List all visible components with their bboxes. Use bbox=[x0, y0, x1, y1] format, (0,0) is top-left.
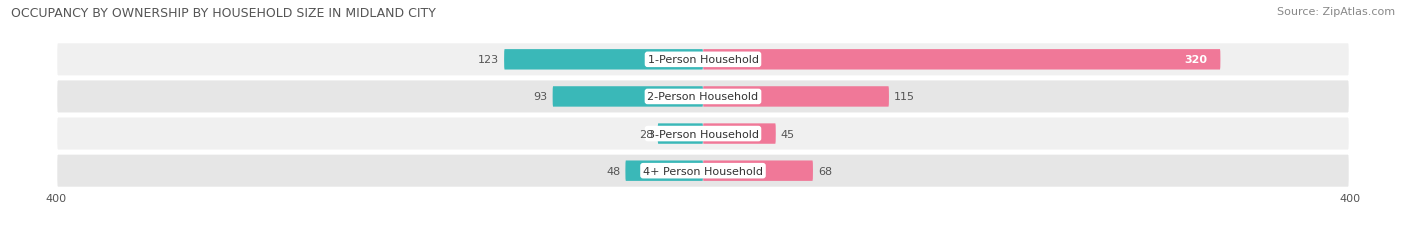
Text: 28: 28 bbox=[638, 129, 652, 139]
FancyBboxPatch shape bbox=[703, 87, 889, 107]
Text: 2-Person Household: 2-Person Household bbox=[647, 92, 759, 102]
Text: 48: 48 bbox=[606, 166, 620, 176]
Text: 93: 93 bbox=[534, 92, 548, 102]
FancyBboxPatch shape bbox=[626, 161, 703, 181]
Text: 68: 68 bbox=[818, 166, 832, 176]
Text: Source: ZipAtlas.com: Source: ZipAtlas.com bbox=[1277, 7, 1395, 17]
Text: OCCUPANCY BY OWNERSHIP BY HOUSEHOLD SIZE IN MIDLAND CITY: OCCUPANCY BY OWNERSHIP BY HOUSEHOLD SIZE… bbox=[11, 7, 436, 20]
FancyBboxPatch shape bbox=[56, 43, 1350, 77]
Text: 115: 115 bbox=[894, 92, 915, 102]
Text: 45: 45 bbox=[780, 129, 794, 139]
FancyBboxPatch shape bbox=[553, 87, 703, 107]
FancyBboxPatch shape bbox=[703, 161, 813, 181]
FancyBboxPatch shape bbox=[505, 50, 703, 70]
FancyBboxPatch shape bbox=[703, 50, 1220, 70]
Text: 4+ Person Household: 4+ Person Household bbox=[643, 166, 763, 176]
Text: 123: 123 bbox=[478, 55, 499, 65]
Text: 320: 320 bbox=[1184, 55, 1208, 65]
FancyBboxPatch shape bbox=[56, 154, 1350, 188]
FancyBboxPatch shape bbox=[56, 80, 1350, 114]
FancyBboxPatch shape bbox=[56, 117, 1350, 151]
FancyBboxPatch shape bbox=[658, 124, 703, 144]
Text: 1-Person Household: 1-Person Household bbox=[648, 55, 758, 65]
Text: 3-Person Household: 3-Person Household bbox=[648, 129, 758, 139]
FancyBboxPatch shape bbox=[703, 124, 776, 144]
